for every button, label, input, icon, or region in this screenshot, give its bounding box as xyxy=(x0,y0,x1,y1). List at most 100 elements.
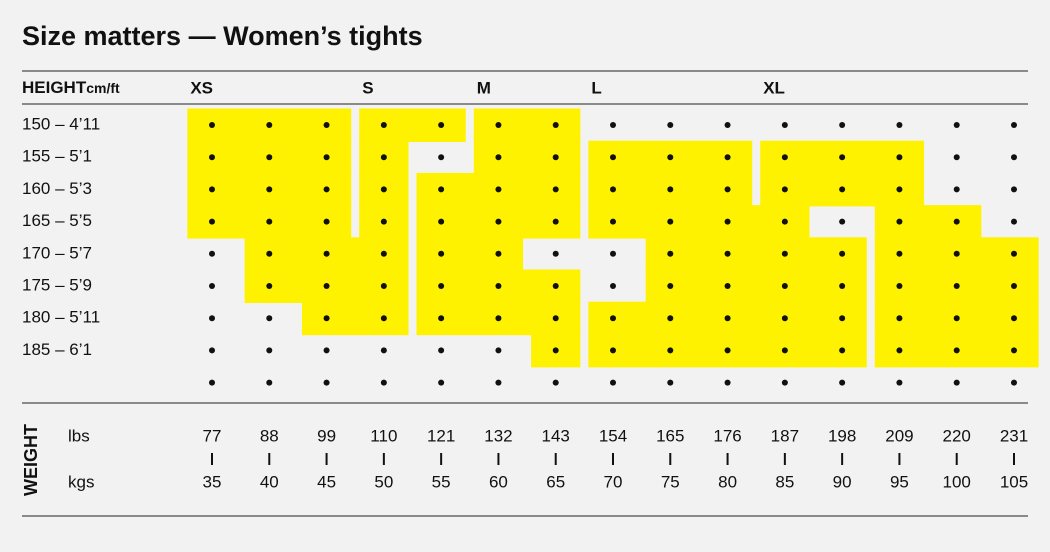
grid-dot xyxy=(781,347,788,354)
size-region xyxy=(473,108,581,142)
grid-dot xyxy=(209,379,215,386)
grid-dot xyxy=(953,315,960,322)
grid-dot xyxy=(1011,218,1017,225)
grid-dot xyxy=(438,218,445,225)
grid-dot xyxy=(667,186,674,193)
grid-dot xyxy=(781,379,788,386)
kgs-value: 90 xyxy=(833,472,852,491)
grid-dot xyxy=(438,186,445,193)
kgs-value: 80 xyxy=(718,472,737,491)
grid-dot xyxy=(552,218,559,225)
grid-dot xyxy=(323,122,330,128)
kgs-value: 100 xyxy=(943,472,971,491)
grid-dot xyxy=(667,315,674,322)
grid-dot xyxy=(839,250,846,257)
grid-dot xyxy=(839,186,846,193)
grid-dot xyxy=(896,347,903,354)
grid-dot xyxy=(953,154,960,161)
grid-dot xyxy=(552,250,559,257)
height-label: 185 – 6’1 xyxy=(22,340,92,359)
grid-dot xyxy=(495,250,502,257)
grid-dot xyxy=(266,154,273,161)
grid-dot xyxy=(724,218,731,225)
height-label: 155 – 5’1 xyxy=(22,147,92,166)
grid-dot xyxy=(209,154,215,161)
grid-dot xyxy=(896,218,903,225)
grid-dot xyxy=(953,347,960,354)
grid-dot xyxy=(552,283,559,289)
grid-dot xyxy=(209,250,215,257)
kgs-value: 60 xyxy=(489,472,508,491)
height-label: 150 – 4’11 xyxy=(22,114,100,133)
height-label: 160 – 5’3 xyxy=(22,179,92,198)
grid-dot xyxy=(896,186,903,193)
grid-dot xyxy=(610,379,616,386)
grid-dot xyxy=(953,283,960,289)
grid-dot xyxy=(495,186,502,193)
grid-dot xyxy=(781,218,788,225)
size-label: XL xyxy=(763,78,785,97)
grid-dot xyxy=(953,186,960,193)
grid-dot xyxy=(266,315,273,322)
grid-dot xyxy=(380,283,387,289)
size-region xyxy=(301,301,409,336)
grid-dot xyxy=(380,250,387,257)
grid-dot xyxy=(896,154,903,161)
grid-dot xyxy=(552,154,559,161)
grid-dot xyxy=(724,315,731,322)
grid-dot xyxy=(323,379,330,386)
grid-dot xyxy=(1011,283,1017,289)
grid-dot xyxy=(323,315,330,322)
grid-dot xyxy=(380,122,387,128)
grid-dot xyxy=(667,347,674,354)
grid-dot xyxy=(209,347,215,354)
grid-dot xyxy=(953,218,960,225)
grid-dot xyxy=(1011,122,1017,128)
grid-dot xyxy=(610,283,616,289)
grid-dot xyxy=(781,250,788,257)
grid-dot xyxy=(552,186,559,193)
grid-dot xyxy=(953,379,960,386)
grid-dot xyxy=(896,250,903,257)
grid-dot xyxy=(839,347,846,354)
grid-dot xyxy=(209,315,215,322)
grid-dot xyxy=(839,154,846,161)
size-region xyxy=(359,108,466,142)
grid-dot xyxy=(781,283,788,289)
size-region xyxy=(588,205,810,239)
grid-dot xyxy=(724,154,731,161)
grid-dot xyxy=(380,379,387,386)
kgs-value: 55 xyxy=(432,472,451,491)
size-label: L xyxy=(591,78,601,97)
grid-dot xyxy=(495,315,502,322)
grid-dot xyxy=(896,315,903,322)
grid-dot xyxy=(495,154,502,161)
grid-dot xyxy=(839,218,846,225)
grid-dot xyxy=(323,283,330,289)
lbs-value: 88 xyxy=(260,426,279,445)
kgs-value: 50 xyxy=(374,472,393,491)
grid-dot xyxy=(209,283,215,289)
grid-dot xyxy=(896,379,903,386)
grid-dot xyxy=(1011,347,1017,354)
lbs-value: 77 xyxy=(203,426,222,445)
grid-dot xyxy=(266,283,273,289)
grid-dot xyxy=(610,154,616,161)
size-region xyxy=(416,237,524,271)
grid-dot xyxy=(839,379,846,386)
kgs-value: 95 xyxy=(890,472,909,491)
grid-dot xyxy=(610,218,616,225)
grid-dot xyxy=(610,122,616,128)
grid-dot xyxy=(896,283,903,289)
grid-dot xyxy=(323,186,330,193)
grid-dot xyxy=(1011,315,1017,322)
kgs-value: 85 xyxy=(775,472,794,491)
grid-dot xyxy=(724,347,731,354)
grid-dot xyxy=(266,379,273,386)
height-unit: cm/ft xyxy=(86,80,120,96)
height-label: 180 – 5’11 xyxy=(22,308,100,327)
grid-dot xyxy=(552,122,559,128)
kgs-value: 35 xyxy=(203,472,222,491)
height-label: 175 – 5’9 xyxy=(22,275,92,294)
